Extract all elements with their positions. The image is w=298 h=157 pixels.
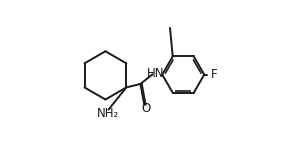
Text: O: O <box>141 102 150 115</box>
Text: NH₂: NH₂ <box>97 107 119 120</box>
Text: F: F <box>210 68 217 81</box>
Text: HN: HN <box>147 67 165 80</box>
